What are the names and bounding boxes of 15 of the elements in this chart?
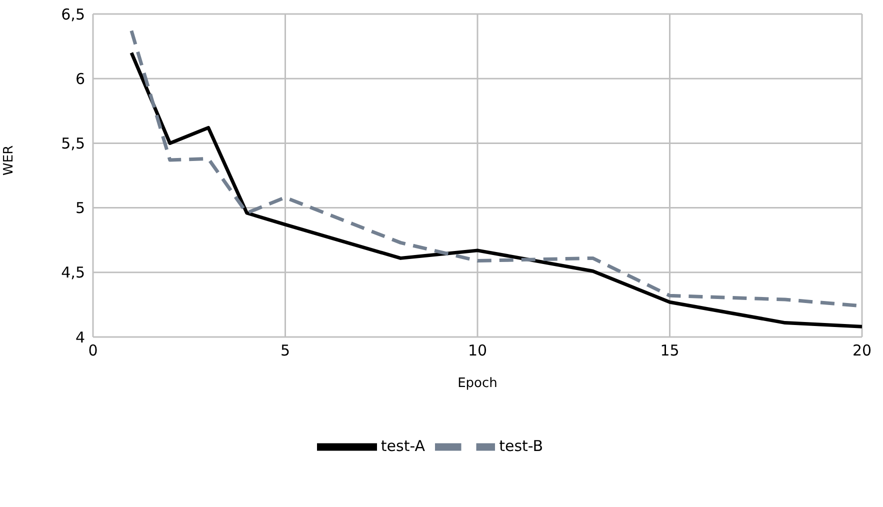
y-tick-label: 6 <box>75 70 85 88</box>
x-tick-label: 0 <box>88 342 98 360</box>
x-tick-label: 5 <box>280 342 290 360</box>
y-tick-label: 5,5 <box>61 134 85 153</box>
x-tick-label: 10 <box>468 342 488 360</box>
y-tick-label: 5 <box>75 199 85 218</box>
y-axis-title: WER <box>2 145 17 176</box>
x-tick-label: 15 <box>660 342 680 360</box>
y-tick-label: 6,5 <box>61 5 85 24</box>
y-tick-label: 4,5 <box>61 264 85 282</box>
x-tick-label: 20 <box>852 342 872 360</box>
x-axis-title: Epoch <box>458 376 498 391</box>
y-tick-label: 4 <box>75 328 85 346</box>
legend-label: test-A <box>380 437 426 456</box>
legend-label: test-B <box>499 437 544 456</box>
